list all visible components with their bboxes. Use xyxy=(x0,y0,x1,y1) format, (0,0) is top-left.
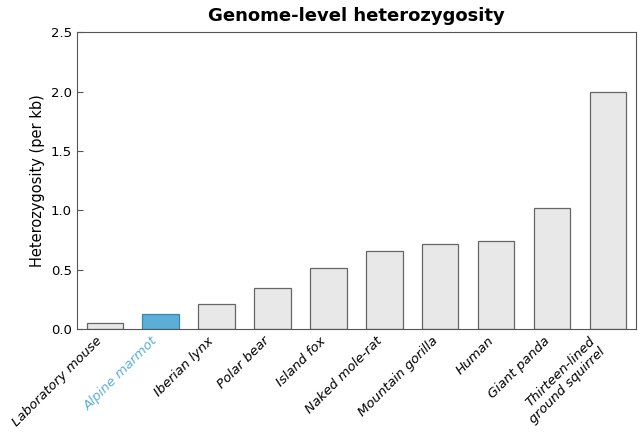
Bar xyxy=(590,92,626,330)
Bar xyxy=(255,288,291,330)
Bar xyxy=(422,244,458,330)
Bar xyxy=(87,324,123,330)
Bar xyxy=(478,242,514,330)
Y-axis label: Heterozygosity (per kb): Heterozygosity (per kb) xyxy=(30,94,45,267)
Title: Genome-level heterozygosity: Genome-level heterozygosity xyxy=(208,7,505,25)
Bar xyxy=(199,304,235,330)
Bar xyxy=(534,208,570,330)
Bar xyxy=(367,251,403,330)
Bar xyxy=(143,314,179,330)
Bar xyxy=(311,268,347,330)
